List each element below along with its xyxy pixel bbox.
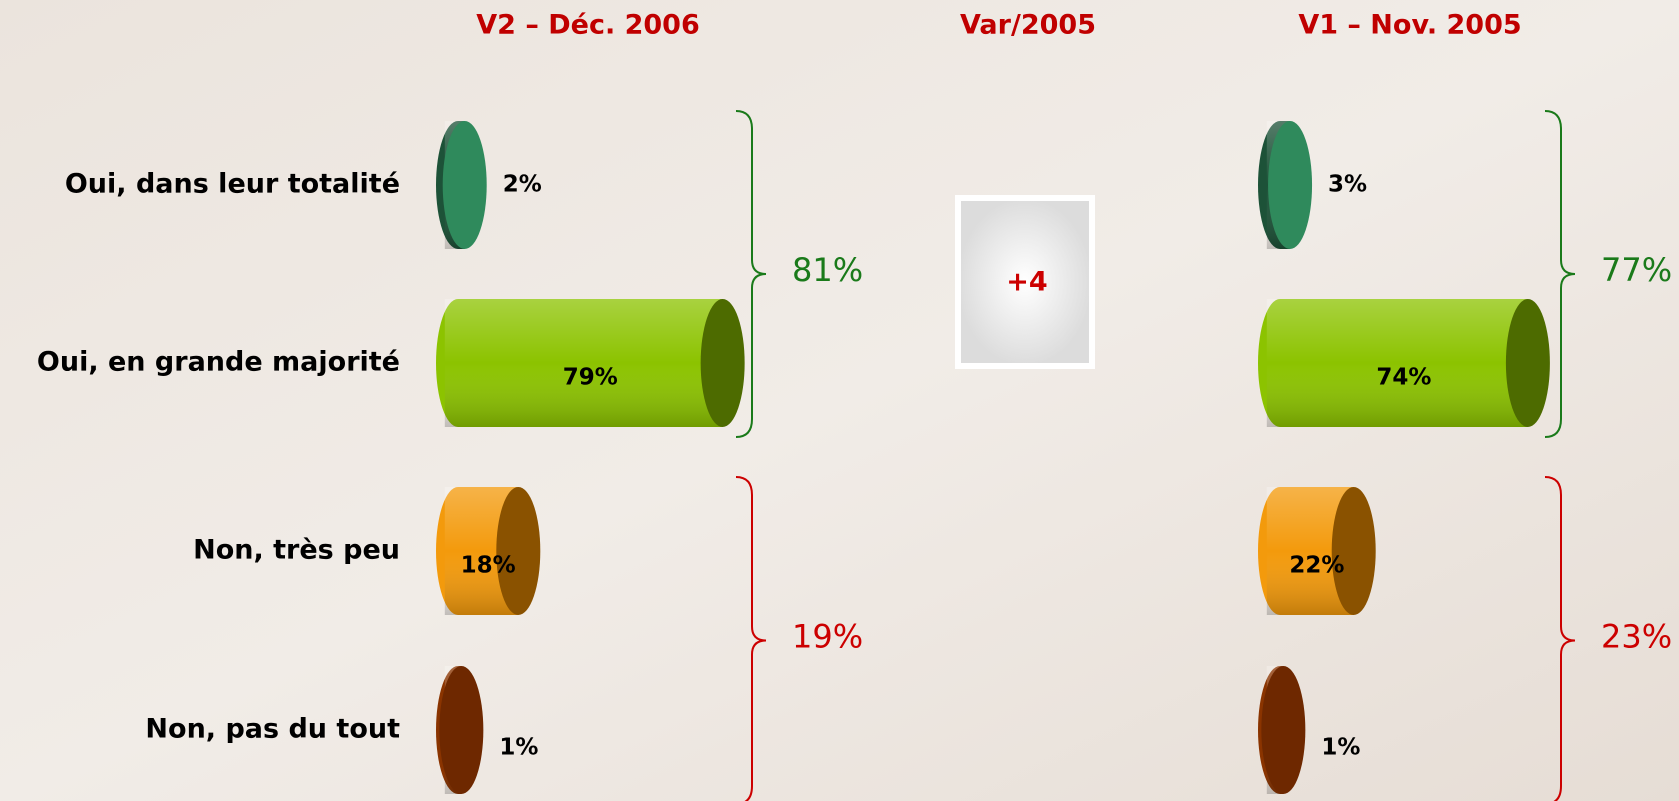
value-label: 18% (461, 553, 516, 579)
bracket (735, 476, 767, 801)
category-label: Non, pas du tout (145, 714, 400, 745)
group-label: 19% (792, 618, 863, 656)
bracket (735, 110, 767, 438)
bar-cap (1505, 299, 1550, 427)
category-label: Non, très peu (193, 535, 400, 566)
variation-box (955, 195, 1095, 369)
value-label: 1% (1321, 735, 1360, 761)
bar-shade (1266, 299, 1528, 427)
bar-cap (1268, 121, 1313, 249)
value-label: 2% (503, 172, 542, 198)
series-header: V2 – Déc. 2006 (476, 10, 700, 41)
variation-title: Var/2005 (960, 10, 1096, 41)
bar-cap (496, 487, 541, 615)
group-label: 23% (1601, 618, 1672, 656)
bar-cap (442, 121, 487, 249)
value-label: 1% (499, 735, 538, 761)
bar-cap (1261, 666, 1306, 794)
value-label: 3% (1328, 172, 1367, 198)
value-label: 79% (563, 365, 618, 391)
bar-cap (439, 666, 484, 794)
bar-cap (700, 299, 745, 427)
group-label: 81% (792, 251, 863, 289)
group-label: 77% (1601, 251, 1672, 289)
bar-cap (1331, 487, 1376, 615)
category-label: Oui, en grande majorité (37, 347, 400, 378)
series-header: V1 – Nov. 2005 (1298, 10, 1521, 41)
bracket (1544, 476, 1576, 801)
value-label: 22% (1289, 553, 1344, 579)
category-label: Oui, dans leur totalité (65, 169, 400, 200)
bar-shade (444, 299, 723, 427)
bracket (1544, 110, 1576, 438)
variation-value: +4 (1006, 267, 1047, 298)
value-label: 74% (1376, 365, 1431, 391)
